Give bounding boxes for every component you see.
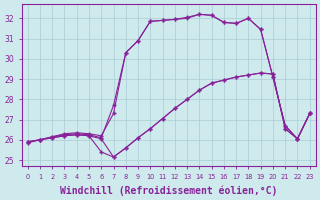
X-axis label: Windchill (Refroidissement éolien,°C): Windchill (Refroidissement éolien,°C) (60, 185, 277, 196)
